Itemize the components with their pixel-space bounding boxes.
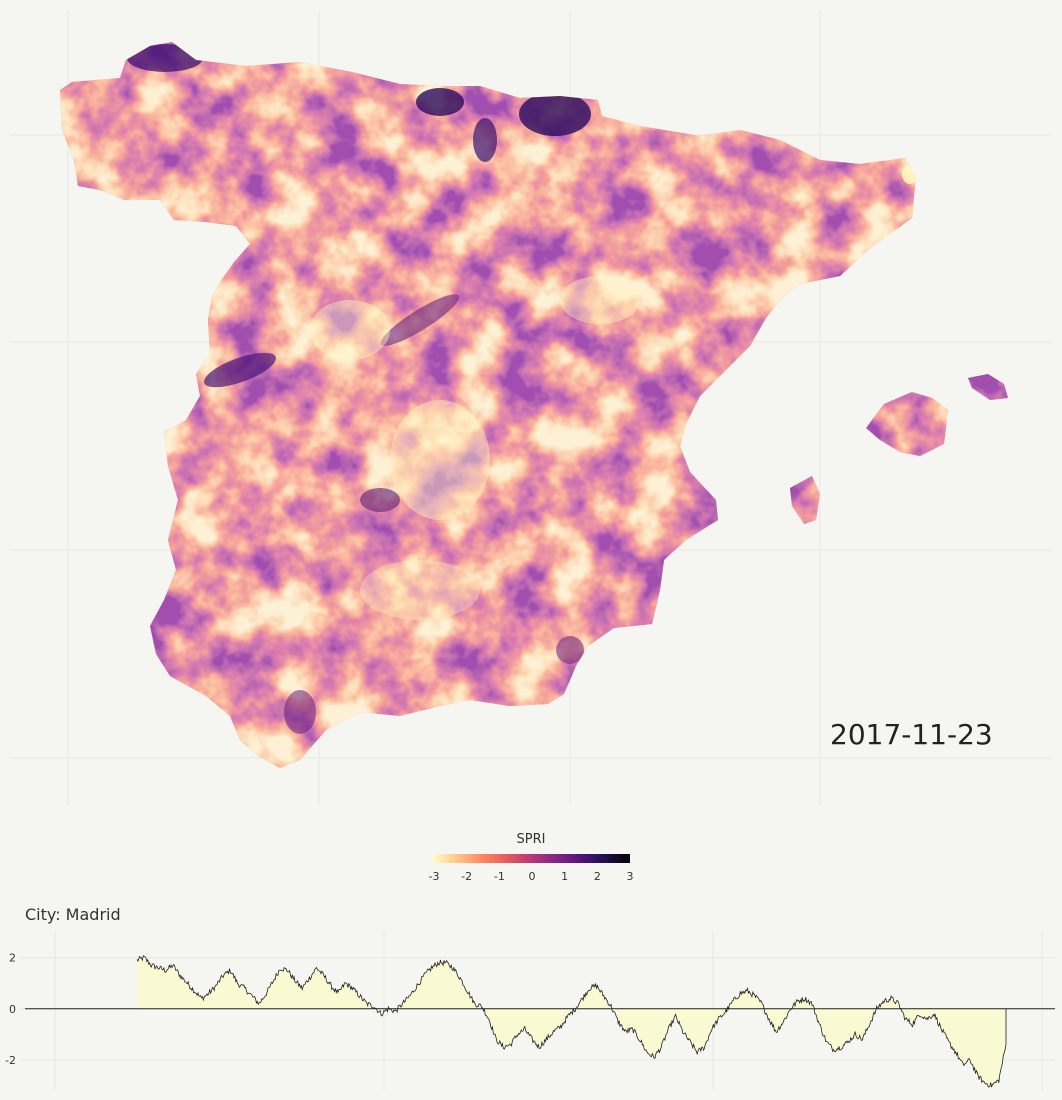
legend-tick-label: -2	[461, 870, 473, 883]
wet-patch	[519, 92, 591, 136]
timeseries-panel: 2 0 -2	[0, 930, 1062, 1090]
city-label: City: Madrid	[25, 905, 121, 924]
legend-colorbar	[434, 854, 630, 863]
wet-patch	[556, 636, 584, 664]
timeseries-y-ticks: 2 0 -2	[5, 952, 16, 1067]
legend-tick-label: 0	[528, 870, 536, 883]
dry-patch	[902, 164, 918, 184]
timeseries-y-tick-label: 0	[9, 1003, 16, 1016]
dry-patch	[390, 400, 490, 520]
spri-map-panel	[10, 10, 1052, 805]
timeseries-y-tick-label: 2	[9, 952, 16, 965]
dry-patch	[360, 560, 480, 620]
legend-tick-label: -1	[493, 870, 505, 883]
date-label: 2017-11-23	[830, 718, 993, 751]
legend-tick-label: -3	[428, 870, 440, 883]
spri-legend: SPRI -3 -2 -1 0 1 2 3	[420, 832, 642, 892]
wet-patch	[284, 690, 316, 734]
legend-title: SPRI	[516, 832, 546, 847]
dry-patch	[310, 300, 390, 360]
legend-tick-label: 1	[561, 870, 569, 883]
timeseries-y-tick-label: -2	[5, 1054, 16, 1067]
wet-patch	[473, 118, 497, 162]
wet-patch	[360, 488, 400, 512]
timeseries-line	[136, 955, 1007, 1088]
legend-tick-label: 2	[593, 870, 601, 883]
timeseries-area	[137, 955, 1006, 1088]
wet-patch	[204, 352, 276, 388]
legend-tick-label: 3	[626, 870, 634, 883]
dry-patch	[560, 276, 640, 324]
wet-patch	[380, 294, 460, 346]
wet-patch	[416, 88, 464, 116]
spri-raster	[60, 42, 1008, 768]
wet-patch	[127, 44, 203, 72]
spri-timeseries: 2 0 -2	[5, 930, 1055, 1090]
spri-map	[10, 10, 1052, 805]
